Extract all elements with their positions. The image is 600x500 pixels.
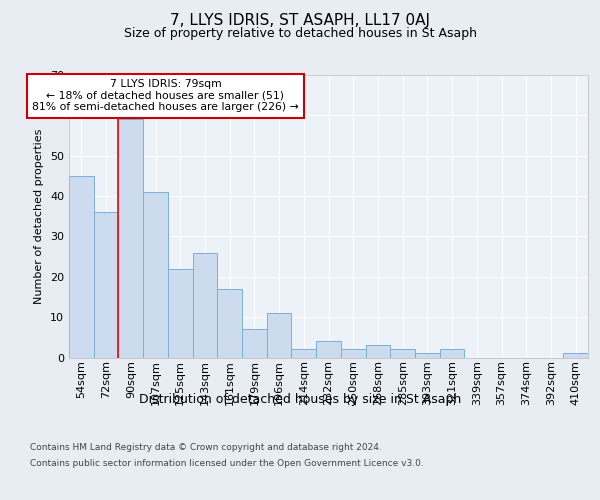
- Text: Distribution of detached houses by size in St Asaph: Distribution of detached houses by size …: [139, 392, 461, 406]
- Bar: [69, 176, 94, 358]
- Bar: [168, 268, 193, 358]
- Bar: [316, 342, 341, 357]
- Bar: [118, 120, 143, 358]
- Text: Contains HM Land Registry data © Crown copyright and database right 2024.: Contains HM Land Registry data © Crown c…: [30, 442, 382, 452]
- Bar: [193, 252, 217, 358]
- Bar: [94, 212, 118, 358]
- Bar: [563, 354, 588, 358]
- Y-axis label: Number of detached properties: Number of detached properties: [34, 128, 44, 304]
- Bar: [217, 289, 242, 358]
- Bar: [267, 313, 292, 358]
- Bar: [341, 350, 365, 358]
- Text: Contains public sector information licensed under the Open Government Licence v3: Contains public sector information licen…: [30, 459, 424, 468]
- Text: 7, LLYS IDRIS, ST ASAPH, LL17 0AJ: 7, LLYS IDRIS, ST ASAPH, LL17 0AJ: [170, 12, 430, 28]
- Text: 7 LLYS IDRIS: 79sqm
← 18% of detached houses are smaller (51)
81% of semi-detach: 7 LLYS IDRIS: 79sqm ← 18% of detached ho…: [32, 79, 299, 112]
- Bar: [292, 350, 316, 358]
- Bar: [390, 350, 415, 358]
- Bar: [365, 346, 390, 358]
- Bar: [242, 329, 267, 358]
- Bar: [143, 192, 168, 358]
- Text: Size of property relative to detached houses in St Asaph: Size of property relative to detached ho…: [124, 28, 476, 40]
- Bar: [415, 354, 440, 358]
- Bar: [440, 350, 464, 358]
